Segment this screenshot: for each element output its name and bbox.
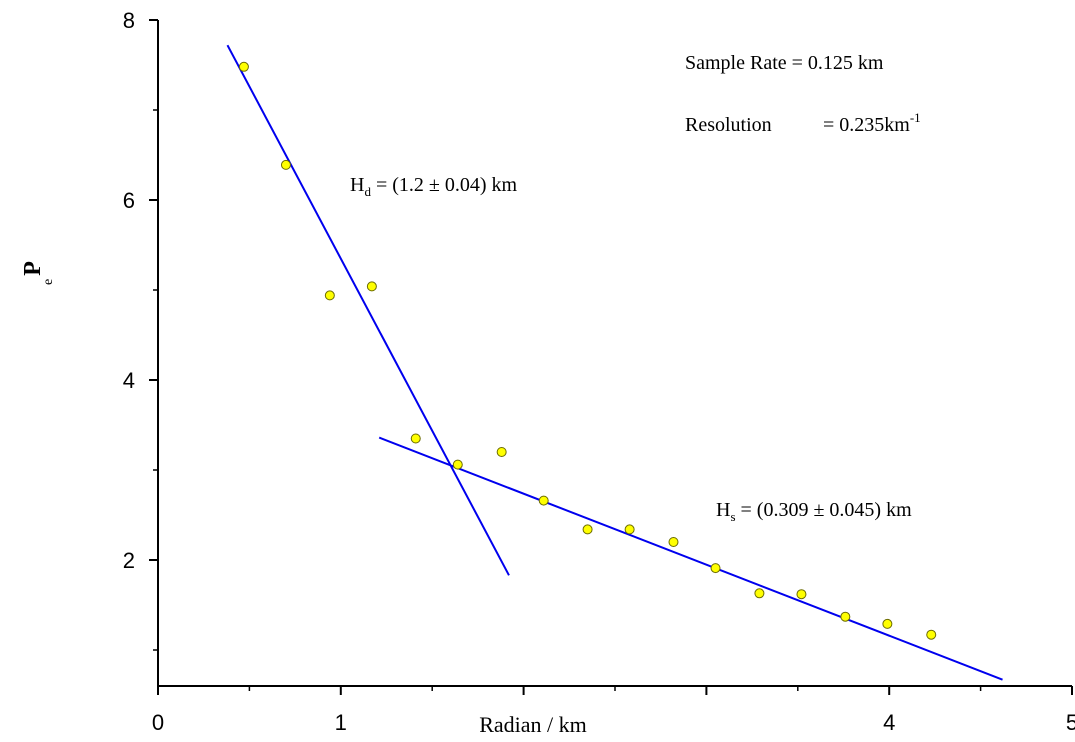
fit-line-2 — [378, 436, 1003, 681]
x-tick-label: 1 — [335, 710, 347, 735]
hs-value: = (0.309 ± 0.045) km — [736, 499, 913, 521]
data-point — [452, 459, 463, 470]
hd-value: = (1.2 ± 0.04) km — [371, 174, 518, 196]
y-tick-label: 2 — [123, 548, 135, 573]
y-tick-label: 8 — [123, 8, 135, 33]
resolution-prefix: Resolution — [685, 114, 772, 136]
data-point — [882, 618, 893, 629]
data-point — [324, 290, 335, 301]
minor-ticks — [153, 109, 982, 691]
resolution-annotation: Resolution = 0.235km-1 — [685, 110, 921, 136]
data-point — [582, 524, 593, 535]
hd-annotation: Hd = (1.2 ± 0.04) km — [350, 174, 518, 199]
x-tick-label: 5 — [1066, 710, 1075, 735]
data-point — [840, 611, 851, 622]
data-point — [796, 589, 807, 600]
y-axis-label-sub: e — [41, 279, 56, 285]
data-point — [496, 447, 507, 457]
data-point — [410, 433, 421, 444]
data-point — [710, 563, 721, 574]
hs-symbol: H — [716, 499, 730, 521]
data-point — [538, 495, 549, 506]
data-point — [668, 537, 679, 547]
data-point — [238, 61, 249, 72]
hd-symbol: H — [350, 174, 364, 196]
x-axis-label: Radian / km — [479, 712, 587, 737]
resolution-exponent: -1 — [910, 110, 921, 125]
data-point — [754, 588, 765, 599]
sample-rate-annotation: Sample Rate = 0.125 km — [685, 52, 884, 74]
fit-line-1 — [226, 44, 510, 576]
hs-subscript: s — [730, 509, 735, 524]
resolution-value: = 0.235km — [823, 114, 910, 136]
x-tick-label: 4 — [883, 710, 895, 735]
tick-labels: 0 1 4 5 2 4 6 8 — [123, 8, 1075, 735]
y-axis-label-main: P — [20, 261, 46, 276]
fit-lines — [226, 44, 1003, 681]
data-point — [926, 629, 937, 640]
x-tick-label: 0 — [152, 710, 164, 735]
data-point — [366, 281, 377, 292]
data-point — [624, 524, 635, 535]
y-axis-label: eP — [20, 261, 56, 285]
y-tick-label: 4 — [123, 368, 135, 393]
hd-subscript: d — [364, 184, 371, 199]
major-ticks — [149, 19, 1073, 695]
svg-text:eP: eP — [20, 261, 56, 285]
y-tick-label: 6 — [123, 188, 135, 213]
data-points — [238, 61, 937, 640]
hs-annotation: Hs = (0.309 ± 0.045) km — [716, 499, 912, 524]
data-point — [280, 159, 291, 170]
